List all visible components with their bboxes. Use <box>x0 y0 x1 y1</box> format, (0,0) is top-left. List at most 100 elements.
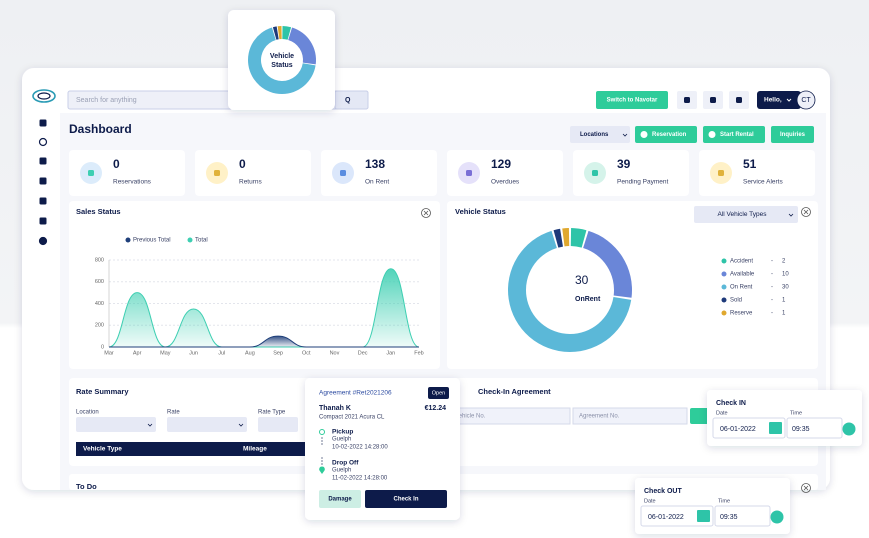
time-input[interactable] <box>714 505 771 527</box>
input-placeholder: Vehicle No. <box>455 414 486 420</box>
filter-select[interactable] <box>258 417 298 432</box>
stat-label: On Rent <box>365 179 389 186</box>
caret <box>622 133 628 137</box>
route-dot <box>321 463 323 465</box>
donut-center-label: OnRent <box>575 296 601 303</box>
user-button[interactable] <box>757 91 801 109</box>
close-icon[interactable] <box>801 207 811 217</box>
y-tick-label: 800 <box>95 257 104 263</box>
caret <box>147 423 153 427</box>
sidebar-icon[interactable] <box>39 157 47 165</box>
filter-select[interactable] <box>76 417 156 432</box>
floating-widget <box>228 10 335 110</box>
status-badge <box>428 387 449 399</box>
avatar[interactable] <box>796 90 816 110</box>
stat-value: 0 <box>113 157 120 171</box>
stat-card <box>573 150 689 196</box>
legend-marker <box>721 258 727 264</box>
stat-value: 129 <box>491 157 511 171</box>
stop-time: 10-02-2022 14:28:00 <box>332 445 388 451</box>
search-button[interactable] <box>334 90 369 110</box>
action-button[interactable] <box>771 126 814 143</box>
damage-button[interactable] <box>319 490 361 508</box>
donut-segment <box>272 26 279 40</box>
legend-label: Accident <box>730 259 753 265</box>
x-tick-label: Feb <box>414 350 423 356</box>
stat-value: 138 <box>365 157 385 171</box>
field-label: Time <box>790 410 802 416</box>
filter-label: Location <box>76 410 99 416</box>
donut-segment <box>248 27 316 94</box>
donut-segment <box>282 26 292 40</box>
filter-label: Rate Type <box>258 410 286 416</box>
search-button[interactable] <box>690 408 710 424</box>
column-header: Mileage <box>243 446 267 453</box>
sidebar-icon[interactable] <box>39 197 47 205</box>
filter-select[interactable] <box>694 206 798 223</box>
stat-icon-glyph <box>466 170 472 176</box>
action-button-label: Reservation <box>652 132 687 138</box>
date-input[interactable] <box>712 417 786 439</box>
donut-segment <box>570 228 587 248</box>
avatar-label: CT <box>801 97 811 104</box>
y-tick-label: 0 <box>101 344 104 350</box>
agreement-number: Agreement #Ret2021206 <box>319 390 392 397</box>
legend-marker <box>721 297 727 303</box>
x-tick-label: Dec <box>358 350 368 356</box>
sidebar-icon[interactable] <box>38 137 48 147</box>
action-button[interactable] <box>635 126 697 143</box>
button-icon <box>640 131 648 138</box>
stat-label: Service Alerts <box>743 179 783 186</box>
y-tick-label: 400 <box>95 301 104 307</box>
search-button-label: Q <box>345 97 351 104</box>
x-tick-label: Aug <box>245 350 255 356</box>
filter-label: All Vehicle Types <box>717 211 767 218</box>
legend-value: 1 <box>782 311 786 317</box>
clock-icon <box>842 422 856 436</box>
switch-button[interactable] <box>596 91 668 109</box>
legend-label: Sold <box>730 298 742 304</box>
legend-marker <box>125 237 131 243</box>
legend-value: 10 <box>782 272 789 278</box>
x-tick-label: Jan <box>386 350 395 356</box>
date-input[interactable] <box>640 505 714 527</box>
sidebar-icon[interactable] <box>39 119 47 127</box>
route-dot <box>321 443 323 445</box>
column-header: Vehicle Type <box>83 446 122 453</box>
time-input[interactable] <box>786 417 843 439</box>
panel-title: Rate Summary <box>76 387 129 396</box>
sidebar-icon[interactable] <box>39 217 47 225</box>
sidebar-icon[interactable] <box>39 177 47 185</box>
field-label: Date <box>716 410 728 416</box>
sidebar-icon[interactable] <box>38 236 48 246</box>
stat-icon-glyph <box>592 170 598 176</box>
x-tick-label: Nov <box>330 350 340 356</box>
area <box>109 268 419 347</box>
action-button-label: Start Rental <box>720 132 754 138</box>
stat-label: Returns <box>239 179 263 186</box>
check-in-button[interactable] <box>365 490 447 508</box>
close-icon[interactable] <box>421 208 431 218</box>
filter-select[interactable] <box>167 417 247 432</box>
logo <box>32 89 56 103</box>
stat-value: 0 <box>239 157 246 171</box>
route-dot <box>321 440 323 442</box>
widget-label: Status <box>271 62 293 69</box>
action-button[interactable] <box>570 126 630 143</box>
route-dot <box>321 457 323 459</box>
close-icon[interactable] <box>801 483 811 493</box>
x-tick-label: Oct <box>302 350 311 356</box>
action-button[interactable] <box>703 126 765 143</box>
stat-icon-glyph <box>718 170 724 176</box>
stat-label: Pending Payment <box>617 179 669 186</box>
y-tick-label: 200 <box>95 323 104 329</box>
button-label: Damage <box>328 497 352 503</box>
text-input[interactable] <box>572 407 688 425</box>
icon-glyph <box>710 97 716 103</box>
calendar-icon <box>697 510 710 522</box>
button-icon <box>708 131 716 138</box>
donut-segment <box>277 26 282 40</box>
stop-place: Guelph <box>332 437 351 443</box>
legend-separator: - <box>771 259 773 265</box>
